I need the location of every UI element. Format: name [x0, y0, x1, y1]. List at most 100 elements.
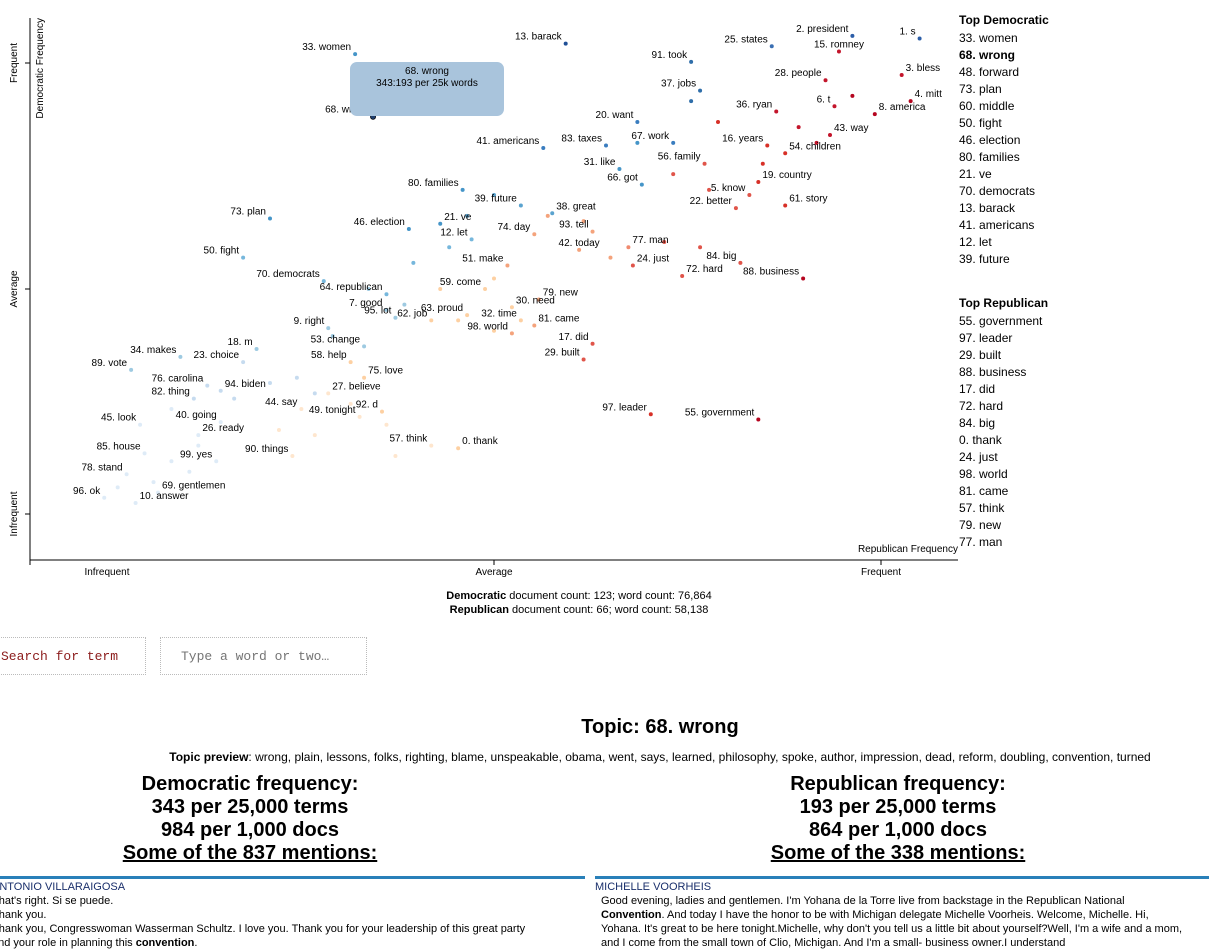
point-label[interactable]: 39. future — [475, 193, 518, 204]
point-label[interactable]: 90. things — [245, 444, 288, 455]
point-label[interactable]: 73. plan — [230, 207, 266, 218]
chart-point[interactable] — [518, 318, 523, 323]
point-label[interactable]: 46. election — [354, 217, 405, 228]
point-label[interactable]: 93. tell — [559, 220, 588, 231]
chart-point[interactable] — [133, 501, 138, 506]
point-label[interactable]: 88. business — [743, 267, 799, 278]
point-label[interactable]: 76. carolina — [152, 374, 204, 385]
chart-point[interactable] — [756, 179, 761, 184]
point-label[interactable]: 16. years — [722, 133, 763, 144]
chart-point[interactable] — [774, 109, 779, 114]
point-label[interactable]: 45. look — [101, 413, 137, 424]
point-label[interactable]: 41. americans — [476, 136, 539, 147]
chart-point[interactable] — [769, 44, 774, 49]
point-label[interactable]: 80. families — [408, 178, 459, 189]
dem-snippet-speaker[interactable]: ANTONIO VILLARAIGOSA — [0, 881, 126, 893]
point-label[interactable]: 21. ve — [444, 212, 472, 223]
point-label[interactable]: 96. ok — [73, 486, 101, 497]
point-label[interactable]: 92. d — [356, 400, 378, 411]
chart-point[interactable] — [581, 357, 586, 362]
point-label[interactable]: 50. fight — [204, 246, 240, 257]
chart-point[interactable] — [438, 221, 443, 226]
point-label[interactable]: 72. hard — [686, 264, 723, 275]
chart-point[interactable] — [326, 326, 331, 331]
chart-point[interactable] — [630, 263, 635, 268]
top-democratic-item[interactable]: 70. democrats — [959, 184, 1035, 198]
point-label[interactable]: 49. tonight — [309, 405, 356, 416]
chart-point[interactable] — [156, 490, 160, 495]
point-label[interactable]: 3. bless — [906, 63, 940, 74]
point-label[interactable]: 63. proud — [421, 303, 463, 314]
chart-point[interactable] — [635, 119, 640, 124]
point-label[interactable]: 2. president — [796, 24, 848, 35]
point-label[interactable]: 99. yes — [180, 449, 212, 460]
point-label[interactable]: 97. leader — [602, 402, 647, 413]
top-republican-item[interactable]: 98. world — [959, 467, 1008, 481]
point-label[interactable]: 75. love — [368, 366, 403, 377]
chart-point[interactable] — [536, 297, 541, 302]
point-label[interactable]: 56. family — [658, 152, 701, 163]
point-label[interactable]: 74. day — [498, 222, 531, 233]
top-republican-item[interactable]: 29. built — [959, 348, 1002, 362]
chart-point[interactable] — [698, 88, 703, 93]
top-democratic-item[interactable]: 46. election — [959, 133, 1020, 147]
point-label[interactable]: 28. people — [775, 68, 822, 79]
chart-point[interactable] — [639, 182, 644, 187]
point-label[interactable]: 1. s — [899, 26, 915, 37]
point-label[interactable]: 77. man — [632, 235, 668, 246]
chart-point[interactable] — [241, 255, 246, 260]
point-label[interactable]: 62. job — [397, 308, 427, 319]
top-democratic-item[interactable]: 50. fight — [959, 116, 1002, 130]
chart-point[interactable] — [357, 414, 362, 419]
point-label[interactable]: 22. better — [690, 196, 733, 207]
chart-point[interactable] — [465, 313, 470, 318]
chart-point[interactable] — [604, 143, 608, 148]
point-label[interactable]: 79. new — [543, 287, 579, 298]
point-label[interactable]: 91. took — [652, 50, 689, 61]
top-republican-item[interactable]: 88. business — [959, 365, 1026, 379]
point-label[interactable]: 53. change — [311, 334, 361, 345]
point-label[interactable]: 68. wrong — [325, 105, 369, 116]
point-label[interactable]: 57. think — [389, 434, 428, 445]
chart-point[interactable] — [823, 78, 828, 83]
point-label[interactable]: 83. taxes — [561, 133, 602, 144]
top-democratic-item[interactable]: 68. wrong — [959, 48, 1015, 62]
point-label[interactable]: 5. know — [711, 183, 746, 194]
point-label[interactable]: 10. answer — [140, 491, 190, 502]
point-label[interactable]: 34. makes — [130, 345, 176, 356]
chart-point[interactable] — [617, 166, 622, 171]
point-label[interactable]: 32. time — [481, 308, 517, 319]
point-label[interactable]: 43. way — [834, 123, 868, 134]
chart-point[interactable] — [590, 229, 595, 234]
chart-point[interactable] — [362, 375, 367, 380]
chart-point[interactable] — [326, 391, 331, 396]
chart-point[interactable] — [917, 36, 922, 41]
chart-point[interactable] — [348, 360, 353, 365]
point-label[interactable]: 18. m — [228, 337, 253, 348]
point-label[interactable]: 8. america — [879, 102, 926, 113]
point-label[interactable]: 78. stand — [81, 462, 122, 473]
point-label[interactable]: 59. come — [440, 277, 482, 288]
chart-point[interactable] — [872, 112, 877, 117]
chart-point[interactable] — [196, 433, 201, 438]
point-label[interactable]: 30. need — [516, 295, 555, 306]
chart-point[interactable] — [214, 459, 219, 464]
point-label[interactable]: 27. believe — [332, 381, 381, 392]
top-democratic-item[interactable]: 13. barack — [959, 201, 1016, 215]
chart-point[interactable] — [671, 140, 676, 145]
point-label[interactable]: 51. make — [462, 254, 504, 265]
chart-point[interactable] — [290, 454, 295, 459]
point-label[interactable]: 66. got — [607, 173, 638, 184]
chart-point[interactable] — [321, 279, 326, 284]
point-label[interactable]: 67. work — [631, 131, 670, 142]
chart-point[interactable] — [460, 187, 465, 192]
point-label[interactable]: 84. big — [706, 251, 736, 262]
chart-point[interactable] — [353, 52, 358, 57]
point-label[interactable]: 25. states — [724, 34, 767, 45]
top-democratic-item[interactable]: 21. ve — [959, 167, 992, 181]
top-democratic-item[interactable]: 12. let — [959, 235, 992, 249]
labeled-points[interactable]: 2. president 1. s 25. states 15. romney 13. … — [73, 24, 942, 506]
point-label[interactable]: 40. going — [176, 410, 217, 421]
chart-point[interactable] — [124, 472, 129, 477]
chart-point[interactable] — [899, 72, 904, 77]
